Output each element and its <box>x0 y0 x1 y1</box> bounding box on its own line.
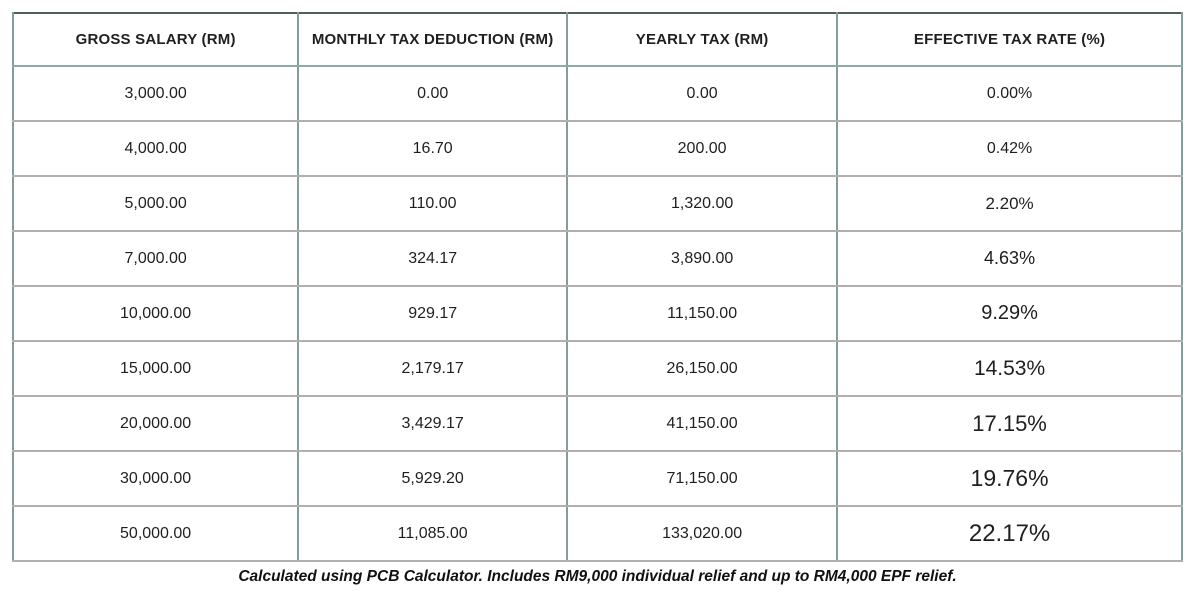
cell-yearly-tax: 11,150.00 <box>566 285 839 342</box>
cell-monthly-tax-deduction: 324.17 <box>297 230 569 287</box>
cell-gross-salary: 10,000.00 <box>11 285 300 342</box>
cell-yearly-tax: 0.00 <box>566 65 839 122</box>
cell-effective-tax-rate: 17.15% <box>836 395 1183 452</box>
table-row: 3,000.00 0.00 0.00 0.00% <box>11 65 1183 122</box>
cell-effective-tax-rate: 9.29% <box>836 285 1183 342</box>
cell-gross-salary: 4,000.00 <box>11 120 300 177</box>
cell-gross-salary: 15,000.00 <box>11 340 300 397</box>
cell-yearly-tax: 26,150.00 <box>566 340 839 397</box>
table-row: 5,000.00 110.00 1,320.00 2.20% <box>11 175 1183 232</box>
cell-gross-salary: 30,000.00 <box>11 450 300 507</box>
cell-monthly-tax-deduction: 5,929.20 <box>297 450 569 507</box>
cell-yearly-tax: 41,150.00 <box>566 395 839 452</box>
table-row: 20,000.00 3,429.17 41,150.00 17.15% <box>11 395 1183 452</box>
table-header-row: GROSS SALARY (RM) MONTHLY TAX DEDUCTION … <box>11 13 1183 67</box>
cell-yearly-tax: 133,020.00 <box>566 505 839 562</box>
cell-effective-tax-rate: 22.17% <box>836 505 1183 562</box>
table-row: 50,000.00 11,085.00 133,020.00 22.17% <box>11 505 1183 562</box>
cell-monthly-tax-deduction: 110.00 <box>297 175 569 232</box>
cell-monthly-tax-deduction: 16.70 <box>297 120 569 177</box>
cell-effective-tax-rate: 19.76% <box>836 450 1183 507</box>
table-row: 4,000.00 16.70 200.00 0.42% <box>11 120 1183 177</box>
tax-table: GROSS SALARY (RM) MONTHLY TAX DEDUCTION … <box>11 12 1183 562</box>
cell-gross-salary: 50,000.00 <box>11 505 300 562</box>
cell-effective-tax-rate: 14.53% <box>836 340 1183 397</box>
cell-gross-salary: 7,000.00 <box>11 230 300 287</box>
table-row: 10,000.00 929.17 11,150.00 9.29% <box>11 285 1183 342</box>
cell-gross-salary: 3,000.00 <box>11 65 300 122</box>
cell-yearly-tax: 1,320.00 <box>566 175 839 232</box>
table-row: 30,000.00 5,929.20 71,150.00 19.76% <box>11 450 1183 507</box>
cell-effective-tax-rate: 2.20% <box>836 175 1183 232</box>
header-yearly-tax: YEARLY TAX (RM) <box>566 13 839 67</box>
cell-effective-tax-rate: 0.00% <box>836 65 1183 122</box>
cell-monthly-tax-deduction: 3,429.17 <box>297 395 569 452</box>
cell-yearly-tax: 200.00 <box>566 120 839 177</box>
cell-monthly-tax-deduction: 0.00 <box>297 65 569 122</box>
header-effective-tax-rate: EFFECTIVE TAX RATE (%) <box>836 13 1183 67</box>
table-row: 7,000.00 324.17 3,890.00 4.63% <box>11 230 1183 287</box>
cell-monthly-tax-deduction: 929.17 <box>297 285 569 342</box>
footer-note: Calculated using PCB Calculator. Include… <box>238 568 957 585</box>
header-gross-salary: GROSS SALARY (RM) <box>11 13 300 67</box>
cell-effective-tax-rate: 0.42% <box>836 120 1183 177</box>
cell-gross-salary: 5,000.00 <box>11 175 300 232</box>
cell-monthly-tax-deduction: 11,085.00 <box>297 505 569 562</box>
cell-effective-tax-rate: 4.63% <box>836 230 1183 287</box>
cell-yearly-tax: 71,150.00 <box>566 450 839 507</box>
cell-yearly-tax: 3,890.00 <box>566 230 839 287</box>
cell-monthly-tax-deduction: 2,179.17 <box>297 340 569 397</box>
table-body: 3,000.00 0.00 0.00 0.00% 4,000.00 16.70 … <box>11 65 1183 562</box>
table-row: 15,000.00 2,179.17 26,150.00 14.53% <box>11 340 1183 397</box>
tax-table-container: GROSS SALARY (RM) MONTHLY TAX DEDUCTION … <box>11 12 1183 562</box>
cell-gross-salary: 20,000.00 <box>11 395 300 452</box>
header-monthly-tax-deduction: MONTHLY TAX DEDUCTION (RM) <box>297 13 569 67</box>
